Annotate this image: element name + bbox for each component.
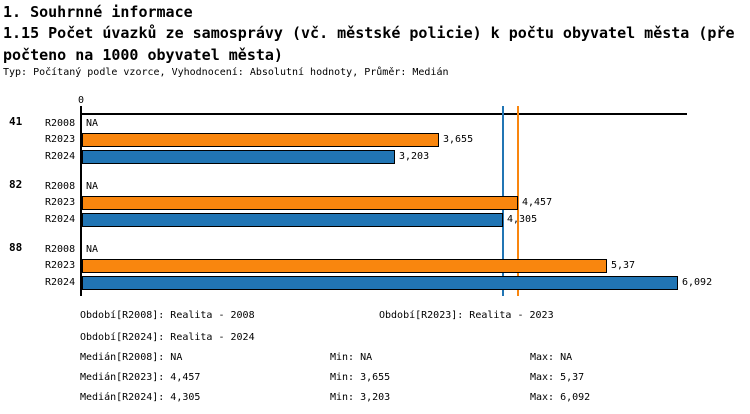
series-label-r2023: R2023 <box>45 197 76 208</box>
stat-min-r2024: Min: 3,203 <box>330 392 391 403</box>
value-label-na: NA <box>86 244 99 255</box>
series-label-r2024: R2024 <box>45 214 76 225</box>
stat-obdobi-r2024: Období[R2024]: Realita - 2024 <box>80 332 255 343</box>
group-label-82: 82 <box>9 178 23 191</box>
indicator-meta: Typ: Počítaný podle vzorce, Vyhodnocení:… <box>3 67 449 78</box>
stat-obdobi-r2023: Období[R2023]: Realita - 2023 <box>379 310 554 321</box>
series-label-r2024: R2024 <box>45 151 76 162</box>
value-label-na: NA <box>86 181 99 192</box>
stat-min-r2023: Min: 3,655 <box>330 372 391 383</box>
group-label-41: 41 <box>9 115 23 128</box>
indicator-title-line2: počteno na 1000 obyvatel města) <box>3 46 283 64</box>
value-label: 5,37 <box>611 260 636 271</box>
stat-max-r2008: Max: NA <box>530 352 573 363</box>
stat-min-r2008: Min: NA <box>330 352 373 363</box>
value-label: 3,655 <box>443 134 474 145</box>
bar-r2024-group-41 <box>82 150 395 164</box>
bar-r2023-group-82 <box>82 196 518 210</box>
bar-r2023-group-88 <box>82 259 607 273</box>
stat-median-r2023: Medián[R2023]: 4,457 <box>80 372 201 383</box>
x-axis-line <box>80 113 687 115</box>
axis-origin-label: 0 <box>77 95 85 106</box>
indicator-title-line1: 1.15 Počet úvazků ze samosprávy (vč. měs… <box>3 24 735 42</box>
series-label-r2008: R2008 <box>45 244 76 255</box>
series-label-r2024: R2024 <box>45 277 76 288</box>
stat-obdobi-r2008: Období[R2008]: Realita - 2008 <box>80 310 255 321</box>
value-label: 4,457 <box>522 197 553 208</box>
value-label: 6,092 <box>682 277 713 288</box>
y-axis-line <box>80 106 82 296</box>
stat-median-r2024: Medián[R2024]: 4,305 <box>80 392 201 403</box>
series-label-r2023: R2023 <box>45 260 76 271</box>
series-label-r2023: R2023 <box>45 134 76 145</box>
value-label: 4,305 <box>507 214 538 225</box>
section-title: 1. Souhrnné informace <box>3 3 193 21</box>
series-label-r2008: R2008 <box>45 181 76 192</box>
stat-max-r2023: Max: 5,37 <box>530 372 585 383</box>
value-label-na: NA <box>86 118 99 129</box>
stat-median-r2008: Medián[R2008]: NA <box>80 352 183 363</box>
bar-r2024-group-88 <box>82 276 678 290</box>
median-r2023-reference-line <box>517 106 519 296</box>
stat-max-r2024: Max: 6,092 <box>530 392 591 403</box>
series-label-r2008: R2008 <box>45 118 76 129</box>
bar-r2023-group-41 <box>82 133 439 147</box>
group-label-88: 88 <box>9 241 23 254</box>
value-label: 3,203 <box>399 151 430 162</box>
bar-r2024-group-82 <box>82 213 503 227</box>
